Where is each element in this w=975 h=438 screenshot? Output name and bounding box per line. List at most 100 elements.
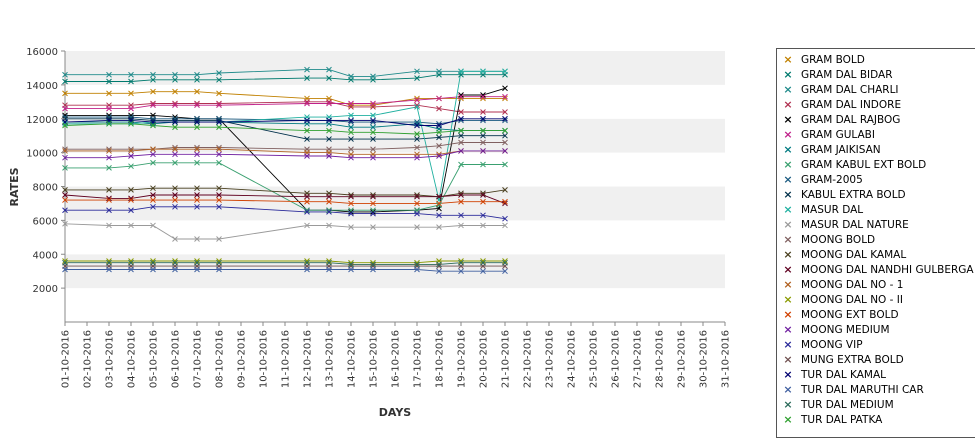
- data-point: [216, 197, 222, 203]
- data-point: [502, 95, 508, 102]
- data-point: [194, 236, 200, 242]
- legend-item: × GRAM DAL INDORE: [777, 97, 901, 112]
- data-point: [172, 119, 178, 125]
- data-point: [106, 90, 112, 97]
- data-point: [106, 207, 112, 214]
- legend-marker: ×: [783, 53, 793, 66]
- data-point: [436, 120, 442, 127]
- x-tick-label: 29-10-2016: [677, 330, 688, 388]
- data-point: [502, 259, 508, 266]
- data-point: [150, 151, 156, 158]
- data-point: [150, 266, 156, 273]
- data-point: [480, 68, 486, 75]
- data-point: [172, 117, 178, 124]
- data-point: [480, 132, 486, 139]
- x-tick-label: 26-10-2016: [611, 330, 622, 388]
- data-point: [348, 73, 354, 80]
- data-point: [326, 100, 332, 107]
- data-point: [194, 151, 200, 158]
- data-point: [458, 259, 464, 266]
- legend-label: GRAM GULABI: [801, 129, 875, 141]
- data-point: [370, 129, 376, 136]
- y-tick-label: 12000: [26, 115, 58, 126]
- legend-item: × MOONG BOLD: [777, 232, 875, 247]
- legend-label: MASUR DAL: [801, 204, 864, 216]
- data-point: [370, 112, 376, 119]
- data-point: [216, 144, 222, 151]
- data-point: [216, 70, 222, 76]
- data-point: [172, 258, 178, 264]
- data-point: [128, 207, 134, 214]
- data-point: [458, 139, 464, 146]
- data-point: [414, 224, 420, 231]
- data-point: [480, 212, 486, 219]
- legend-marker: ×: [783, 203, 793, 216]
- data-point: [480, 127, 486, 134]
- legend-item: × MOONG DAL KAMAL: [777, 247, 906, 262]
- data-point: [194, 117, 200, 124]
- data-point: [62, 220, 68, 227]
- data-point: [326, 193, 332, 200]
- x-tick-label: 18-10-2016: [435, 330, 446, 388]
- data-point: [194, 192, 200, 198]
- data-point: [106, 197, 112, 203]
- data-point: [304, 193, 310, 200]
- data-point: [348, 209, 354, 215]
- data-point: [150, 259, 156, 266]
- data-point: [370, 200, 376, 207]
- data-point: [436, 105, 442, 112]
- legend-item: × MUNG EXTRA BOLD: [777, 352, 903, 367]
- legend-marker: ×: [783, 128, 793, 141]
- data-point: [128, 71, 134, 78]
- data-point: [304, 198, 310, 205]
- data-point: [128, 258, 134, 264]
- data-point: [172, 144, 178, 151]
- data-point: [194, 124, 200, 131]
- x-tick-label: 28-10-2016: [655, 330, 666, 388]
- x-tick-label: 05-10-2016: [149, 330, 160, 388]
- data-point: [502, 258, 508, 264]
- legend-item: × MASUR DAL NATURE: [777, 217, 908, 232]
- data-point: [304, 100, 310, 107]
- data-point: [436, 95, 442, 102]
- data-point: [216, 76, 222, 83]
- legend-label: GRAM-2005: [801, 174, 863, 186]
- data-point: [370, 154, 376, 161]
- data-point: [106, 105, 112, 112]
- data-point: [150, 76, 156, 83]
- series-line: [65, 148, 505, 155]
- chart-legend: × GRAM BOLD × GRAM DAL BIDAR × GRAM DAL CHARL…: [776, 48, 975, 438]
- legend-marker: ×: [783, 188, 793, 201]
- data-point: [436, 224, 442, 231]
- data-point: [216, 203, 222, 210]
- series-line: [65, 150, 505, 159]
- data-point: [414, 104, 420, 110]
- data-point: [502, 215, 508, 222]
- data-point: [304, 75, 310, 81]
- data-point: [150, 122, 156, 129]
- grid-band: [65, 118, 725, 153]
- series-line: [65, 162, 505, 211]
- data-point: [194, 88, 200, 95]
- data-point: [502, 222, 508, 229]
- data-point: [370, 73, 376, 80]
- legend-item: × TUR DAL PATKA: [777, 412, 882, 427]
- data-point: [480, 117, 486, 124]
- data-point: [128, 120, 134, 127]
- legend-item: × MOONG DAL NANDHI GULBERGA: [777, 262, 973, 277]
- data-point: [128, 259, 134, 266]
- legend-item: × MOONG VIP: [777, 337, 862, 352]
- data-point: [414, 131, 420, 137]
- series-line: [65, 142, 505, 150]
- x-tick-label: 20-10-2016: [479, 330, 490, 388]
- data-point: [150, 100, 156, 107]
- series-line: [65, 91, 505, 106]
- legend-label: GRAM DAL BIDAR: [801, 69, 893, 81]
- series-line: [64, 123, 505, 135]
- data-point: [370, 117, 376, 124]
- data-point: [216, 192, 222, 198]
- legend-marker: ×: [783, 308, 793, 321]
- data-point: [348, 112, 354, 119]
- series-line: [65, 206, 506, 220]
- data-point: [62, 146, 68, 153]
